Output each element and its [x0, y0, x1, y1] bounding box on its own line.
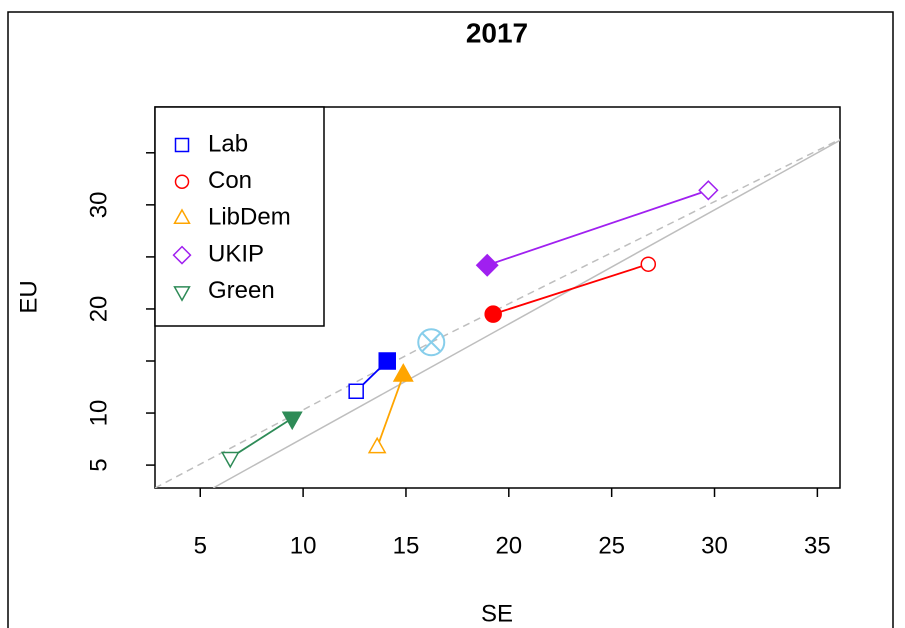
chart-title: 2017: [466, 17, 528, 48]
reference-line: [212, 139, 840, 488]
legend-label: Green: [208, 277, 275, 304]
legend-marker: [173, 208, 191, 225]
y-axis-label: EU: [15, 280, 42, 313]
legend-marker: [174, 174, 190, 189]
x-tick-label: 5: [194, 532, 207, 559]
y-tick-label: 10: [85, 400, 112, 427]
legend-marker: [172, 245, 192, 265]
point: [378, 352, 396, 370]
legend-marker: [173, 286, 191, 302]
connector-line: [492, 263, 649, 316]
legend-label: LibDem: [208, 204, 291, 231]
point: [698, 180, 719, 201]
x-axis-label: SE: [481, 600, 513, 627]
legend-label: Lab: [208, 130, 248, 157]
center-cross: [421, 332, 441, 352]
point: [220, 451, 240, 469]
x-tick-label: 10: [290, 532, 317, 559]
point: [392, 363, 414, 382]
connector-line: [376, 374, 405, 448]
x-tick-label: 30: [701, 532, 728, 559]
point: [348, 383, 364, 399]
x-tick-label: 35: [804, 532, 831, 559]
connector-line: [486, 189, 709, 267]
x-tick-label: 25: [598, 532, 625, 559]
y-tick-label: 5: [85, 458, 112, 471]
y-tick-label: 20: [85, 296, 112, 323]
legend-marker: [174, 137, 190, 153]
x-tick-label: 20: [495, 532, 522, 559]
legend-label: Con: [208, 167, 252, 194]
point: [367, 436, 387, 454]
center-point: [417, 328, 446, 357]
figure-frame: [7, 11, 894, 628]
y-tick-label: 30: [85, 192, 112, 219]
point: [475, 253, 499, 277]
point: [281, 411, 303, 431]
connector-line: [229, 417, 293, 459]
legend-label: UKIP: [208, 240, 264, 267]
point: [484, 305, 502, 323]
point: [640, 256, 657, 272]
x-tick-label: 15: [393, 532, 420, 559]
legend-box: [154, 106, 325, 327]
